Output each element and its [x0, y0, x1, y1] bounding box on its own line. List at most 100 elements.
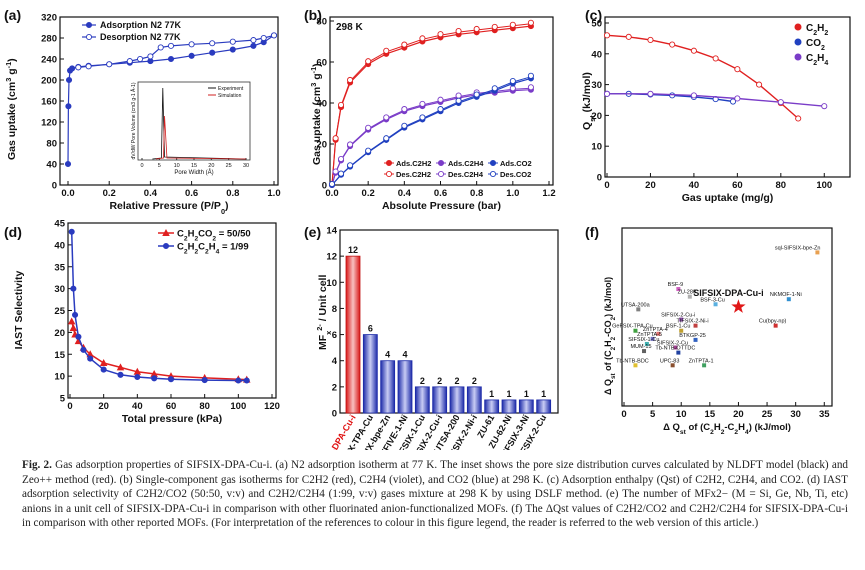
panel-b-legend-marker: [437, 159, 445, 167]
panel-c-legend-item-part: 2: [813, 60, 817, 67]
panel-f-point: [636, 307, 641, 312]
panel-a-point: [188, 52, 195, 59]
panel-f-point-label: UTSA-200a: [621, 302, 651, 308]
panel-c-ytick-label: 10: [591, 142, 602, 153]
panel-e-ytick-label: 12: [326, 252, 337, 263]
panel-f-point: [673, 345, 678, 350]
panel-d-legend-item-part: = 50/50: [216, 229, 251, 240]
panel-a-legend-marker: [85, 33, 93, 41]
panel-c-ylabel: Qst (kJ/mol): [581, 72, 597, 130]
panel-f-point-label: Tb-NTB-OTTDC: [655, 346, 695, 352]
panel-c-point: [712, 55, 719, 62]
panel-d-xtick-label: 120: [264, 401, 280, 412]
panel-f-ylabel-part: H: [603, 340, 613, 347]
panel-b-point: [337, 170, 345, 177]
panel-a-xtick-label: 0.8: [226, 188, 239, 199]
panel-d: 0 20 40 60 80 100 120 5 10 15 20 25 30 35 40 45 C2H2CO2 …: [13, 219, 280, 426]
panel-b-point: [383, 114, 390, 121]
panel-a-series-1: [78, 34, 275, 68]
panel-a-inset-xtick-label: 30: [243, 163, 249, 169]
panel-a-point: [65, 76, 73, 84]
panel-e-bar: [345, 255, 361, 414]
panel-b-point: [347, 76, 354, 84]
panel-e-ylabel-part: x: [324, 330, 333, 335]
panel-c-point: [795, 115, 802, 122]
panel-f-xlabel-part: 2: [734, 429, 738, 436]
panel-d-legend-item-part: H: [188, 229, 195, 240]
panel-c-point: [729, 98, 737, 105]
panel-e-bar-label: 4: [402, 350, 407, 360]
panel-b-point: [491, 23, 498, 30]
panel-f-xtick-label: 25: [762, 409, 773, 420]
panel-b-legend-item: Ads.C2H4: [448, 159, 484, 168]
panel-f-highlight-star: [731, 299, 746, 313]
panel-b-point: [347, 141, 354, 148]
panel-f-point-label: sql-SIFSIX-bpe-Zn: [775, 245, 821, 251]
panel-c-legend-marker: [794, 23, 802, 31]
panel-e-bar: [432, 386, 448, 414]
panel-f-xlabel-part: 4: [745, 429, 749, 436]
panel-f-point-label: Tb-NTB-BDC: [616, 358, 649, 364]
panel-f-xtick-label: 10: [676, 409, 687, 420]
panel-f-point: [713, 302, 718, 307]
panel-b-point: [509, 77, 516, 85]
panel-f: 0 5 10 15 20 25 30 35 sql-SIFSIX-bpe-Zn BSF-9 ZU-2…: [603, 227, 833, 436]
panel-b: 0.0 0.2 0.4 0.6 0.8 1.0 1.2 0 20 40 60 80 298 K Ads.C…: [309, 16, 556, 212]
panel-f-xtick-label: 20: [733, 409, 744, 420]
panel-a-ylabel-part: -1: [4, 62, 13, 69]
panel-b-point: [365, 58, 372, 65]
panel-b-ytick-label: 0: [322, 181, 327, 192]
panel-d-xlabel: Total pressure (kPa): [122, 413, 222, 425]
panel-a-inset: 0 5 10 15 20 25 30 Pore Width (Å) dV/dW Pore Vol…: [130, 81, 251, 176]
panel-a-inset-frame: [137, 81, 251, 161]
panel-d-legend-item-part: H: [188, 242, 195, 253]
panel-a-inset-xtick-label: 0: [140, 163, 143, 169]
panel-a-xlabel-part: ): [225, 200, 229, 212]
panel-b-point: [365, 124, 372, 131]
panel-d-legend-item-part: 2: [184, 248, 188, 255]
panel-c-point: [756, 81, 763, 88]
panel-a-ytick-label: 160: [41, 97, 57, 108]
panel-f-point-label: Cu(bpy-np): [759, 319, 787, 325]
panel-d-legend-item-part: 4: [216, 248, 220, 255]
panel-c-point: [734, 66, 741, 73]
panel-f-xlabel-part: st: [680, 429, 687, 436]
panel-b-xtick-label: 0.4: [398, 188, 412, 199]
panel-f-point-label: GeFSIX-TPA-Cu: [612, 324, 653, 330]
panel-d-point: [243, 377, 250, 384]
panel-a-ytick-label: 120: [41, 118, 57, 129]
panel-c-ytick-label: 40: [591, 49, 602, 60]
panel-d-letter: (d): [4, 224, 22, 240]
panel-f-point-label: TIFSIX-2-Ni-i: [676, 319, 708, 325]
panel-c-point: [777, 99, 784, 106]
panel-d-ytick-label: 10: [54, 372, 65, 383]
panel-f-ylabel-part: of (C: [603, 350, 613, 373]
panel-f-xtick-label: 5: [650, 409, 656, 420]
panel-b-ylabel: Gas uptake (cm3 g-1): [309, 63, 324, 165]
panel-d-ylabel: IAST Selectivity: [13, 270, 25, 349]
panel-b-legend-marker: [489, 159, 497, 167]
panel-a-point: [147, 53, 154, 60]
panel-b-legend-marker: [385, 159, 393, 167]
panel-e-bar-label: 1: [541, 389, 546, 399]
panel-f-xtick-label: 15: [705, 409, 716, 420]
panel-a-inset-xtick-label: 10: [174, 163, 180, 169]
panel-d-legend-marker: [162, 242, 170, 250]
panel-c-point: [690, 92, 697, 99]
panel-f-point-label: BSF-3-Cu: [700, 297, 724, 303]
panel-a-inset-legend-sim: Simulation: [218, 93, 242, 99]
panel-b-ylabel-part: ): [311, 63, 323, 67]
panel-d-legend-item: C2H2CO2 = 50/50: [177, 229, 251, 243]
panel-f-frame: [621, 227, 833, 407]
panel-c-ylabel-part: Q: [581, 122, 593, 130]
panel-b-series-2: [331, 77, 532, 186]
panel-e-ytick-label: 14: [326, 226, 337, 237]
panel-a-legend-marker: [85, 21, 93, 29]
panel-b-ytick-label: 20: [316, 140, 327, 151]
panel-f-ylabel-part: -CO: [603, 320, 613, 337]
panel-d-point: [87, 355, 94, 362]
panel-a-ylabel-part: ): [6, 58, 18, 62]
panel-d-legend-item-part: 2: [194, 248, 198, 255]
panel-f-xlabel-part: 2: [721, 429, 725, 436]
panel-d-xtick-label: 100: [230, 401, 246, 412]
